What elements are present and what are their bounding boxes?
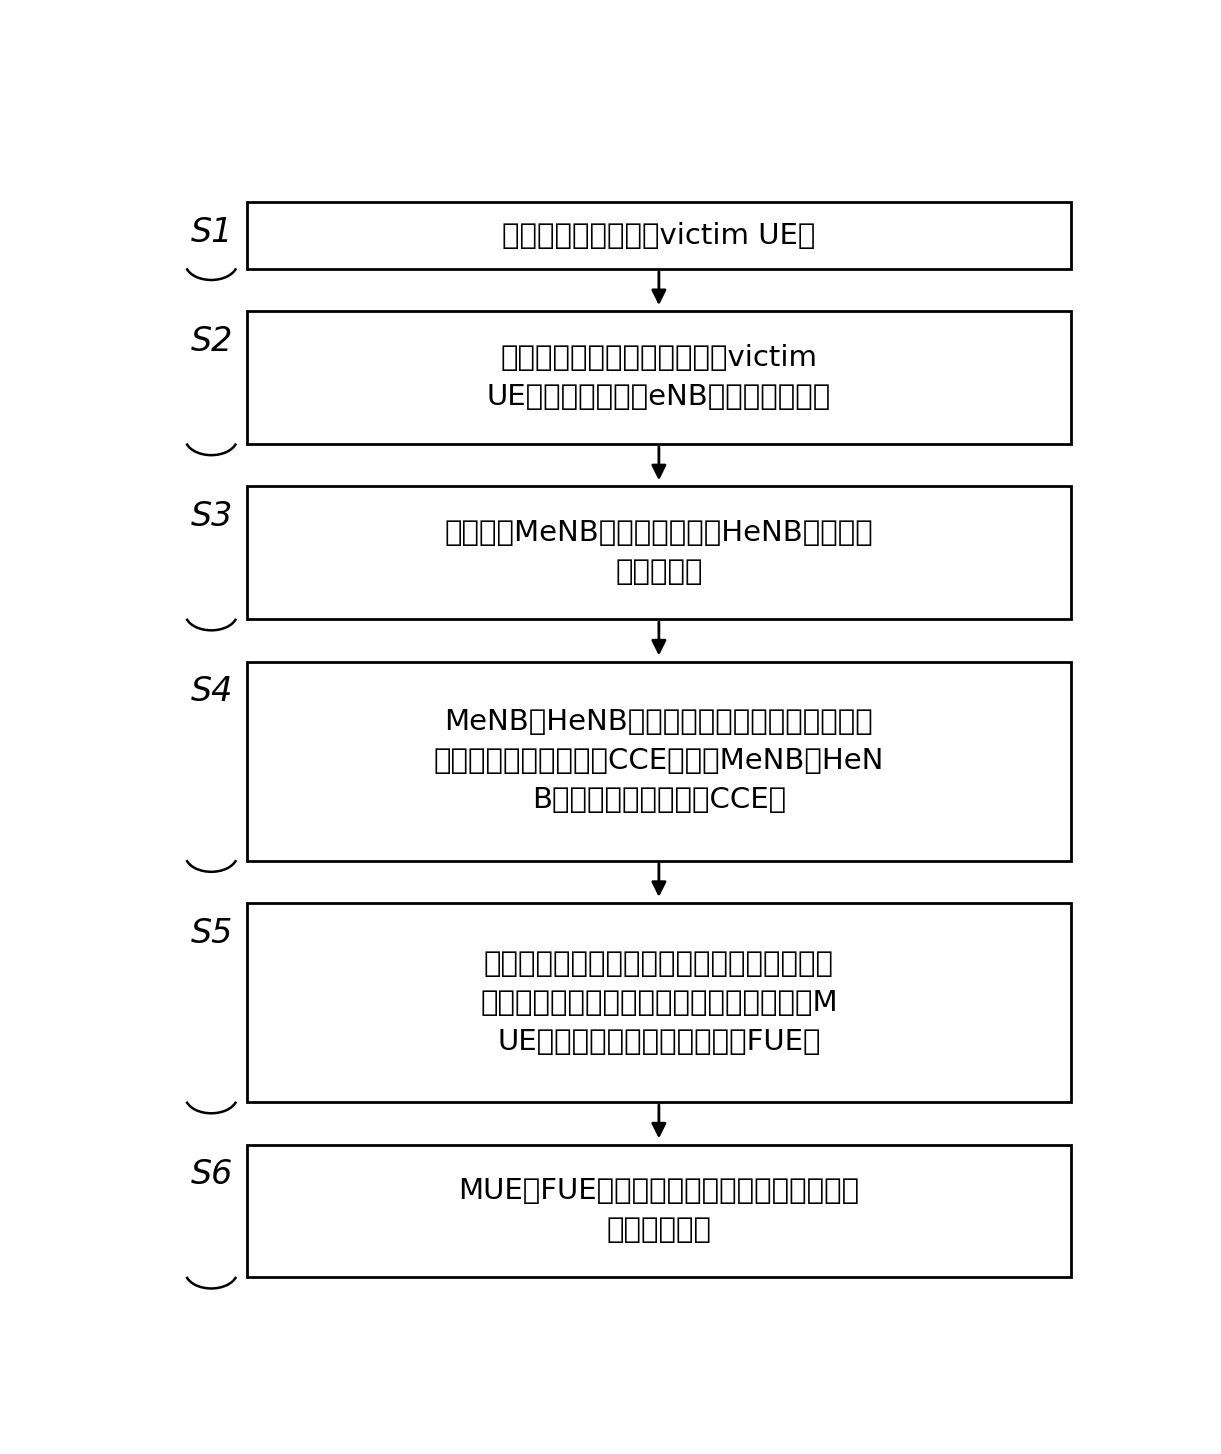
Text: 发现受害用户设备（victim UE）: 发现受害用户设备（victim UE） — [502, 221, 816, 250]
Text: S2: S2 — [190, 324, 233, 358]
Bar — [247, 1144, 1071, 1277]
Bar — [247, 311, 1071, 443]
Text: S1: S1 — [190, 215, 233, 249]
Text: MUE和FUE按照相应的控制信道资源进行下行
控制信道盲解: MUE和FUE按照相应的控制信道资源进行下行 控制信道盲解 — [458, 1178, 860, 1245]
Text: S3: S3 — [190, 500, 233, 534]
Bar — [247, 202, 1071, 269]
Text: 宏基站和家庭基站将各自占用的控制信道资源
分别通过广播信道指示给宏小区用户设备（M
UE）和毫微微小区用户设备（FUE）: 宏基站和家庭基站将各自占用的控制信道资源 分别通过广播信道指示给宏小区用户设备（… — [480, 949, 838, 1056]
Text: S6: S6 — [190, 1157, 233, 1191]
Bar — [247, 487, 1071, 619]
Text: 宏基站（MeNB）和家庭基站（HeNB）交互干
扰协调信息: 宏基站（MeNB）和家庭基站（HeNB）交互干 扰协调信息 — [444, 519, 873, 586]
Text: S4: S4 — [190, 675, 233, 708]
Text: 下行控制信道进行干扰检测，victim
UE向所归属基站（eNB）上报干扰信息: 下行控制信道进行干扰检测，victim UE向所归属基站（eNB）上报干扰信息 — [487, 345, 832, 411]
Text: S5: S5 — [190, 916, 233, 949]
Text: MeNB和HeNB将整个下行控制信道占用的资源
划分成控制信道单元（CCE）组，MeNB和HeN
B分别占用不相重合的CCE组: MeNB和HeNB将整个下行控制信道占用的资源 划分成控制信道单元（CCE）组，… — [433, 708, 884, 814]
Bar — [247, 903, 1071, 1102]
Bar — [247, 662, 1071, 861]
